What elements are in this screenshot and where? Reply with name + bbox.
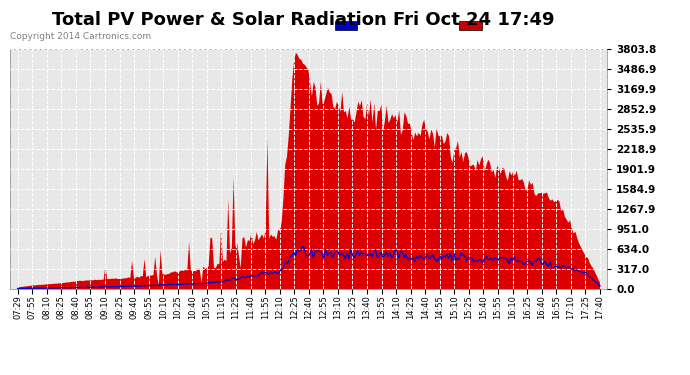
Text: Copyright 2014 Cartronics.com: Copyright 2014 Cartronics.com bbox=[10, 32, 152, 41]
Text: Total PV Power & Solar Radiation Fri Oct 24 17:49: Total PV Power & Solar Radiation Fri Oct… bbox=[52, 11, 555, 29]
Legend: Radiation  (W/m2), PV Panels  (DC Watts): Radiation (W/m2), PV Panels (DC Watts) bbox=[333, 20, 602, 33]
